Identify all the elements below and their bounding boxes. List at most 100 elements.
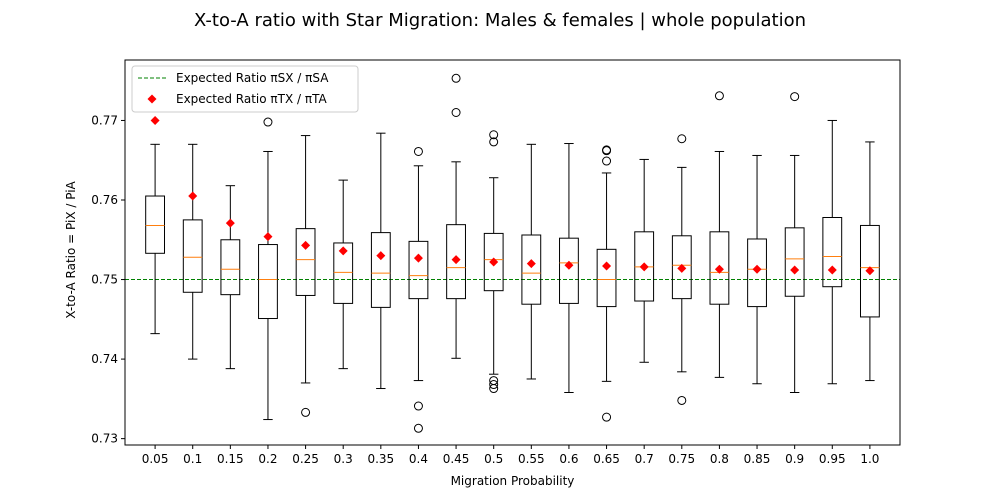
y-tick-label: 0.77 <box>91 113 118 127</box>
box-0.1 <box>182 143 203 360</box>
outlier-point <box>489 384 499 394</box>
outlier-point <box>677 134 687 144</box>
chart-title: X-to-A ratio with Star Migration: Males … <box>194 10 806 31</box>
box-iqr <box>446 224 466 300</box>
box-0.5 <box>483 130 504 394</box>
y-tick-label: 0.76 <box>91 193 118 207</box>
x-tick-label: 0.6 <box>559 452 578 466</box>
box-0.05 <box>145 143 166 335</box>
expected-ratio-marker <box>150 115 160 125</box>
x-tick-label: 0.35 <box>367 452 394 466</box>
x-tick-label: 0.95 <box>819 452 846 466</box>
expected-ratio-marker <box>526 259 536 269</box>
x-tick-label: 0.55 <box>518 452 545 466</box>
expected-ratio-marker <box>338 246 348 256</box>
x-tick-label: 0.8 <box>710 452 729 466</box>
expected-ratio-marker <box>714 264 724 274</box>
y-axis-label: X-to-A Ratio = PiX / PiA <box>64 180 78 318</box>
box-iqr <box>483 232 504 292</box>
box-1.0 <box>859 141 880 382</box>
x-tick-label: 0.7 <box>635 452 654 466</box>
outlier-point <box>489 130 499 140</box>
expected-ratio-marker <box>865 266 875 276</box>
outlier-point <box>413 401 423 411</box>
outlier-point <box>677 395 687 405</box>
x-tick-label: 0.75 <box>668 452 695 466</box>
box-0.25 <box>295 135 316 417</box>
box-0.15 <box>220 185 241 370</box>
expected-ratio-marker <box>188 191 198 201</box>
box-iqr <box>822 217 843 288</box>
x-tick-label: 0.9 <box>785 452 804 466</box>
box-iqr <box>859 224 880 318</box>
expected-ratio-marker <box>827 265 837 275</box>
x-tick-label: 0.3 <box>334 452 353 466</box>
outlier-point <box>413 146 423 156</box>
box-iqr <box>671 235 692 300</box>
box-iqr <box>182 219 203 293</box>
box-iqr <box>370 232 391 308</box>
outlier-point <box>489 380 499 390</box>
outlier-point <box>714 91 724 101</box>
x-tick-label: 0.45 <box>443 452 470 466</box>
box-iqr <box>258 244 278 320</box>
x-tick-label: 0.5 <box>484 452 503 466</box>
expected-ratio-marker <box>790 265 800 275</box>
x-axis-label: Migration Probability <box>451 474 575 488</box>
expected-ratio-marker <box>564 260 574 270</box>
x-tick-label: 0.2 <box>258 452 277 466</box>
box-iqr <box>784 227 805 297</box>
legend-label-tx-ta: Expected Ratio πTX / πTA <box>176 92 327 106</box>
expected-ratio-marker <box>489 257 499 267</box>
expected-ratio-marker <box>677 263 687 273</box>
outlier-point <box>790 92 800 102</box>
outlier-point <box>602 156 612 166</box>
expected-ratio-marker <box>413 253 423 263</box>
box-0.8 <box>709 91 730 378</box>
x-tick-label: 0.15 <box>217 452 244 466</box>
expected-ratio-marker <box>301 240 311 250</box>
box-0.65 <box>596 145 617 422</box>
expected-ratio-marker <box>602 261 612 271</box>
expected-ratio-marker <box>639 262 649 272</box>
legend-diamond-swatch <box>147 94 157 104</box>
expected-ratio-marker <box>752 264 762 274</box>
outlier-point <box>489 137 499 147</box>
y-tick-label: 0.75 <box>91 273 118 287</box>
x-tick-label: 0.85 <box>744 452 771 466</box>
y-tick-label: 0.73 <box>91 432 118 446</box>
box-0.6 <box>559 143 579 393</box>
x-tick-label: 0.4 <box>409 452 428 466</box>
box-iqr <box>747 238 767 308</box>
box-0.35 <box>370 132 391 390</box>
box-iqr <box>521 234 542 305</box>
x-tick-label: 0.1 <box>183 452 202 466</box>
expected-ratio-marker <box>225 218 235 228</box>
box-iqr <box>295 228 316 296</box>
box-iqr <box>145 195 166 254</box>
box-0.9 <box>784 92 805 393</box>
legend: Expected Ratio πSX / πSA Expected Ratio π… <box>131 65 359 113</box>
expected-ratio-marker <box>263 232 273 242</box>
y-tick-label: 0.74 <box>91 352 118 366</box>
outlier-point <box>451 108 461 117</box>
box-0.45 <box>446 73 466 359</box>
outlier-point <box>413 423 423 433</box>
box-iqr <box>709 231 730 305</box>
box-iqr <box>220 239 241 296</box>
legend-label-sx-sa: Expected Ratio πSX / πSA <box>176 71 329 85</box>
expected-ratio-marker <box>451 255 461 265</box>
box-0.75 <box>671 134 692 405</box>
box-0.7 <box>634 158 655 363</box>
axes-frame <box>124 59 901 446</box>
x-tick-label: 0.25 <box>292 452 319 466</box>
box-iqr <box>559 237 579 304</box>
box-iqr <box>408 240 429 300</box>
outlier-point <box>451 73 461 83</box>
box-iqr <box>333 242 354 304</box>
legend-box <box>131 65 359 113</box>
plot-area: 0.73 0.74 0.75 0.76 0.77 0.05 0.1 0.15 0.2 0.25 0.… <box>91 59 901 466</box>
outlier-point <box>602 146 612 156</box>
outlier-point <box>602 412 612 422</box>
